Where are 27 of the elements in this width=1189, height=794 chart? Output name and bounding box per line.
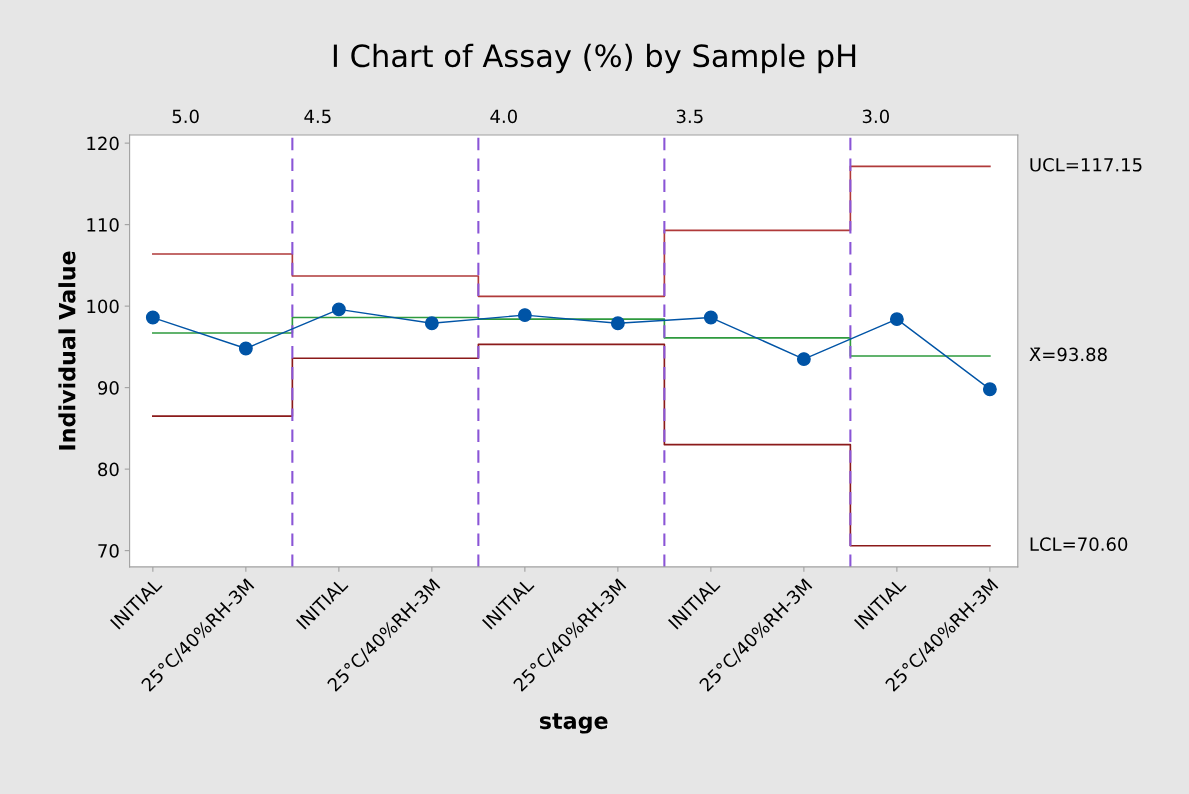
x-axis-title: stage bbox=[539, 713, 608, 734]
text: UCL=117.15 bbox=[1030, 157, 1142, 172]
text: 3.0 bbox=[862, 109, 889, 124]
y-tick-label: 70 bbox=[98, 544, 119, 558]
point bbox=[610, 316, 625, 331]
y-tick-label: 120 bbox=[87, 136, 119, 151]
text: 5.0 bbox=[172, 109, 199, 124]
y-tick-label: 110 bbox=[87, 218, 119, 232]
point bbox=[424, 316, 439, 331]
point bbox=[331, 302, 346, 317]
point bbox=[982, 382, 997, 397]
chart-title: I Chart of Assay (%) by Sample pH bbox=[333, 43, 856, 74]
point bbox=[889, 312, 904, 327]
point bbox=[796, 352, 811, 367]
text: X̄=93.88 bbox=[1029, 347, 1107, 362]
point bbox=[238, 341, 253, 356]
point bbox=[145, 310, 160, 325]
text: 4.0 bbox=[490, 109, 517, 124]
text: 4.5 bbox=[304, 109, 331, 124]
y-tick-label: 90 bbox=[98, 381, 119, 395]
point bbox=[703, 310, 718, 325]
y-tick-label: 80 bbox=[98, 462, 119, 477]
y-tick-label: 100 bbox=[87, 299, 119, 314]
text: 3.5 bbox=[676, 109, 703, 124]
text: LCL=70.60 bbox=[1030, 537, 1128, 551]
point bbox=[517, 308, 532, 323]
y-axis-title: Individual Value bbox=[58, 251, 76, 450]
